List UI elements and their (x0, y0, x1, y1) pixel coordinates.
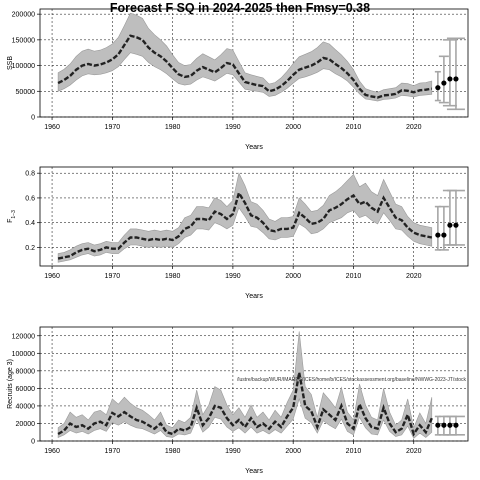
y-tick-label: 80000 (16, 368, 36, 375)
forecast-point (441, 232, 447, 238)
figure-title: Forecast F SQ in 2024-2025 then Fmsy=0.3… (110, 1, 370, 15)
forecast-point (447, 422, 453, 428)
x-axis-label: Years (245, 468, 263, 475)
y-tick-label: 150000 (12, 37, 35, 44)
y-tick-label: 0 (31, 115, 35, 122)
x-tick-label: 1960 (44, 124, 60, 131)
y-tick-label: 0 (31, 439, 35, 446)
plot-frame (39, 326, 469, 442)
y-tick-label: 60000 (16, 386, 36, 393)
panel-ssb: 1960 1970 1980 1990 2000 2010 2020 0 50000 100000… (7, 8, 469, 151)
x-tick-label: 2000 (285, 124, 301, 131)
x-axis-label: Years (245, 144, 263, 151)
forecast-point (435, 232, 441, 238)
y-tick-label: 0.2 (25, 245, 35, 252)
x-tick-label: 1970 (105, 273, 121, 280)
x-tick-label: 2010 (346, 273, 362, 280)
y-tick-label: 20000 (16, 421, 36, 428)
x-tick-label: 2010 (346, 124, 362, 131)
x-tick-label: 2000 (285, 448, 301, 455)
forecast-point (453, 222, 459, 228)
x-tick-label: 1960 (44, 273, 60, 280)
estimate-line (57, 34, 432, 99)
confidence-band (57, 331, 433, 439)
x-tick-label: 1980 (165, 273, 181, 280)
x-axis-label: Years (245, 293, 263, 300)
y-axis-label: SSB (7, 56, 14, 70)
y-tick-label: 0.4 (25, 220, 35, 227)
y-tick-label: 40000 (16, 403, 36, 410)
x-tick-label: 1980 (165, 124, 181, 131)
panel-recruits: 1960 1970 1980 1990 2000 2010 2020 0 20000 40000 6… (7, 326, 469, 475)
y-tick-label: 100000 (12, 351, 35, 358)
panel-f: 1960 1970 1980 1990 2000 2010 2020 0.2 0.4 0.6 0.8… (7, 166, 469, 300)
y-tick-label: 200000 (12, 12, 35, 19)
forecast-point (441, 422, 447, 428)
y-tick-label: 0.6 (25, 195, 35, 202)
y-axis-label-subscript: 1−3 (11, 210, 17, 219)
x-tick-label: 2000 (285, 273, 301, 280)
figure-note: /lustre/backup/WUR/IMARES/ICES/home/b/IC… (237, 377, 466, 383)
x-tick-label: 1970 (105, 124, 121, 131)
y-tick-label: 100000 (12, 63, 35, 70)
y-tick-label: 0.8 (25, 171, 35, 178)
confidence-band (57, 12, 433, 102)
x-tick-label: 1990 (225, 273, 241, 280)
forecast-point (435, 422, 441, 428)
estimate-line (57, 190, 433, 260)
plot-frame (39, 166, 469, 267)
y-axis-label: F1−3 (7, 210, 17, 223)
forecast-point (435, 85, 441, 91)
x-tick-label: 1980 (165, 448, 181, 455)
x-tick-label: 1990 (225, 124, 241, 131)
forecast-point (447, 222, 453, 228)
y-tick-label: 120000 (12, 333, 35, 340)
x-tick-label: 1990 (225, 448, 241, 455)
x-tick-label: 1970 (105, 448, 121, 455)
forecast-point (447, 76, 453, 82)
forecast-point (453, 422, 459, 428)
x-tick-label: 2020 (406, 124, 422, 131)
estimate-line (57, 372, 433, 437)
x-tick-label: 2020 (406, 448, 422, 455)
y-tick-label: 50000 (16, 89, 36, 96)
y-axis-label: Recruits (age 3) (7, 359, 14, 409)
x-tick-label: 1960 (44, 448, 60, 455)
plot-frame (39, 8, 469, 118)
x-tick-label: 2010 (346, 448, 362, 455)
forecast-point (441, 80, 447, 86)
x-tick-label: 2020 (406, 273, 422, 280)
forecast-point (453, 76, 459, 82)
